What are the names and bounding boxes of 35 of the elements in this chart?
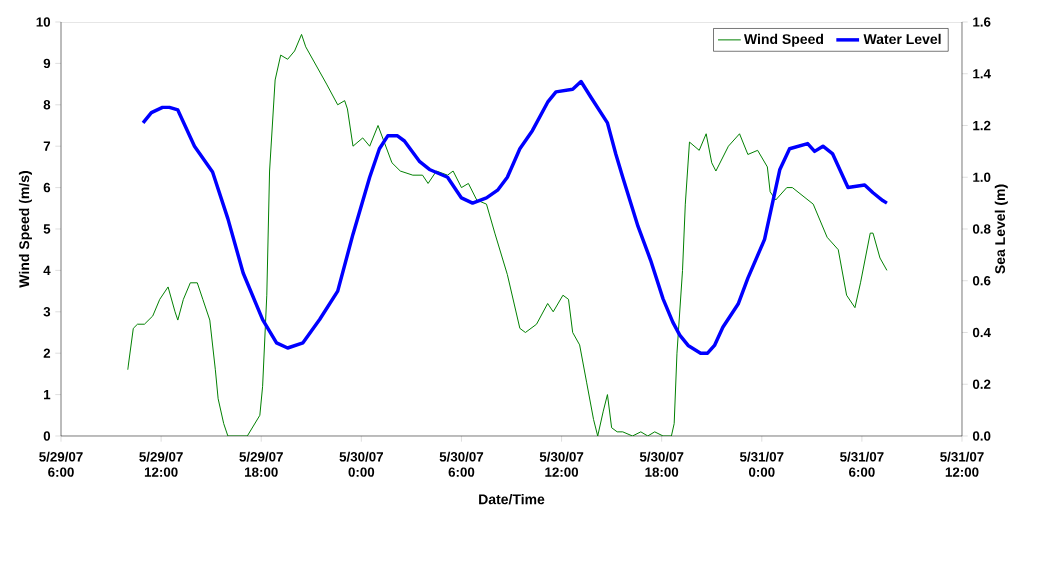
y-tick-label: 7 [43,141,51,151]
legend-label: Wind Speed [743,33,824,47]
y-tick-label: 8 [43,100,51,110]
y-tick-label: 5 [43,224,51,234]
y-tick-label: 4 [43,265,51,275]
x-tick-label: 5/30/07 0:00 [339,451,383,477]
x-tick-label: 5/29/07 6:00 [39,451,83,477]
y-tick-label: 10 [36,17,51,27]
y-axis-title: Wind Speed (m/s) [18,171,32,288]
y2-tick-label: 1.0 [973,172,991,182]
x-tick-label: 5/31/07 6:00 [840,451,884,477]
y-tick-label: 3 [43,307,51,317]
x-tick-label: 5/30/07 18:00 [639,451,684,477]
y-tick-label: 9 [43,58,51,69]
y2-tick-label: 0.4 [972,327,991,338]
y2-tick-label: 1.4 [973,69,991,79]
y2-tick-label: 0.8 [972,224,991,234]
y-tick-label: 0 [43,431,51,441]
y-tick-label: 1 [44,389,51,400]
x-tick-label: 5/31/07 0:00 [739,451,784,477]
x-tick-label: 5/29/07 18:00 [239,451,283,477]
y2-tick-label: 1.2 [973,120,991,131]
y2-axis-title: Sea Level (m) [994,184,1008,274]
x-axis-title: Date/Time [479,494,545,505]
y2-tick-label: 1.6 [973,17,991,27]
y2-tick-label: 0.0 [972,431,991,441]
y-tick-label: 6 [43,182,51,193]
x-tick-label: 5/29/07 12:00 [139,451,183,477]
y-tick-label: 2 [43,348,51,358]
y2-tick-label: 0.2 [972,379,991,389]
y2-tick-label: 0.6 [972,276,991,286]
x-tick-label: 5/30/07 12:00 [539,451,584,477]
x-tick-label: 5/31/07 12:00 [940,451,984,477]
legend-label: Water Level [863,33,941,45]
x-tick-label: 5/30/07 6:00 [439,451,484,477]
